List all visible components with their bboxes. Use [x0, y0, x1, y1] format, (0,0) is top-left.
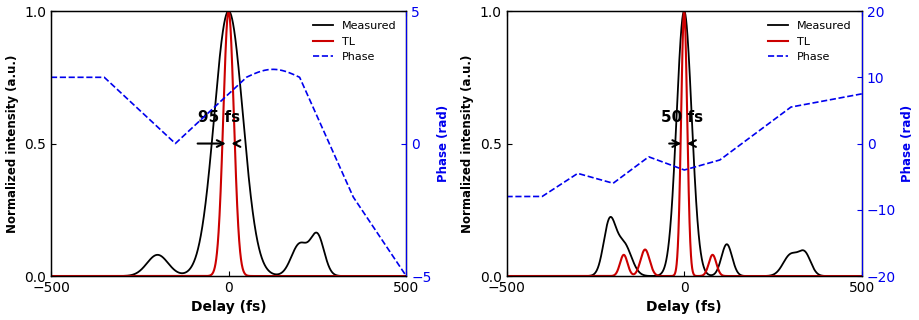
TL: [678, 9, 689, 13]
Phase: [401, 274, 412, 278]
Line: Measured: Measured: [51, 11, 406, 276]
Phase: [197, 116, 208, 120]
TL: [393, 274, 404, 278]
Measured: [848, 274, 859, 278]
Measured: [401, 274, 412, 278]
Y-axis label: Normalized intensity (a.u.): Normalized intensity (a.u.): [6, 54, 18, 233]
Line: TL: TL: [51, 11, 406, 276]
Phase: [107, 83, 118, 87]
Line: Phase: Phase: [506, 94, 861, 196]
TL: [223, 9, 234, 13]
TL: [85, 274, 96, 278]
Measured: [562, 274, 573, 278]
Text: 95 fs: 95 fs: [198, 110, 239, 125]
Measured: [355, 274, 366, 278]
Phase: [355, 207, 366, 211]
TL: [852, 274, 863, 278]
TL: [355, 274, 366, 278]
Text: 50 fs: 50 fs: [661, 110, 702, 125]
TL: [652, 274, 663, 277]
Legend: Measured, TL, Phase: Measured, TL, Phase: [308, 17, 400, 67]
Measured: [85, 274, 96, 278]
Measured: [541, 274, 552, 278]
Line: TL: TL: [506, 11, 861, 276]
Measured: [811, 271, 822, 275]
TL: [197, 274, 208, 278]
Legend: Measured, TL, Phase: Measured, TL, Phase: [763, 17, 856, 67]
TL: [107, 274, 118, 278]
Phase: [848, 93, 859, 97]
Phase: [637, 159, 648, 163]
Measured: [107, 274, 118, 278]
Line: Phase: Phase: [51, 69, 406, 276]
TL: [501, 274, 512, 278]
Measured: [652, 273, 663, 277]
Measured: [393, 274, 404, 278]
Phase: [181, 131, 192, 134]
Phase: [393, 264, 404, 268]
X-axis label: Delay (fs): Delay (fs): [190, 300, 267, 315]
TL: [637, 251, 648, 255]
Phase: [267, 68, 278, 71]
Measured: [197, 223, 208, 227]
Measured: [45, 274, 56, 278]
Y-axis label: Normalized intensity (a.u.): Normalized intensity (a.u.): [460, 54, 473, 233]
Line: Measured: Measured: [506, 11, 861, 276]
Measured: [222, 9, 233, 13]
TL: [811, 274, 822, 278]
X-axis label: Delay (fs): Delay (fs): [646, 300, 721, 315]
Y-axis label: Phase (rad): Phase (rad): [437, 105, 449, 182]
Phase: [85, 76, 96, 79]
TL: [401, 274, 412, 278]
TL: [181, 274, 192, 278]
Measured: [678, 9, 689, 13]
TL: [856, 274, 867, 278]
Phase: [541, 191, 552, 195]
Measured: [637, 273, 648, 276]
Y-axis label: Phase (rad): Phase (rad): [901, 105, 913, 182]
TL: [45, 274, 56, 278]
TL: [848, 274, 859, 278]
Phase: [562, 178, 573, 181]
Measured: [501, 274, 512, 278]
TL: [541, 274, 552, 278]
Phase: [811, 100, 822, 104]
Phase: [652, 158, 663, 162]
Measured: [856, 274, 867, 278]
Phase: [856, 92, 867, 96]
TL: [562, 274, 573, 278]
Phase: [45, 76, 56, 79]
Measured: [181, 270, 192, 274]
Phase: [501, 195, 512, 198]
